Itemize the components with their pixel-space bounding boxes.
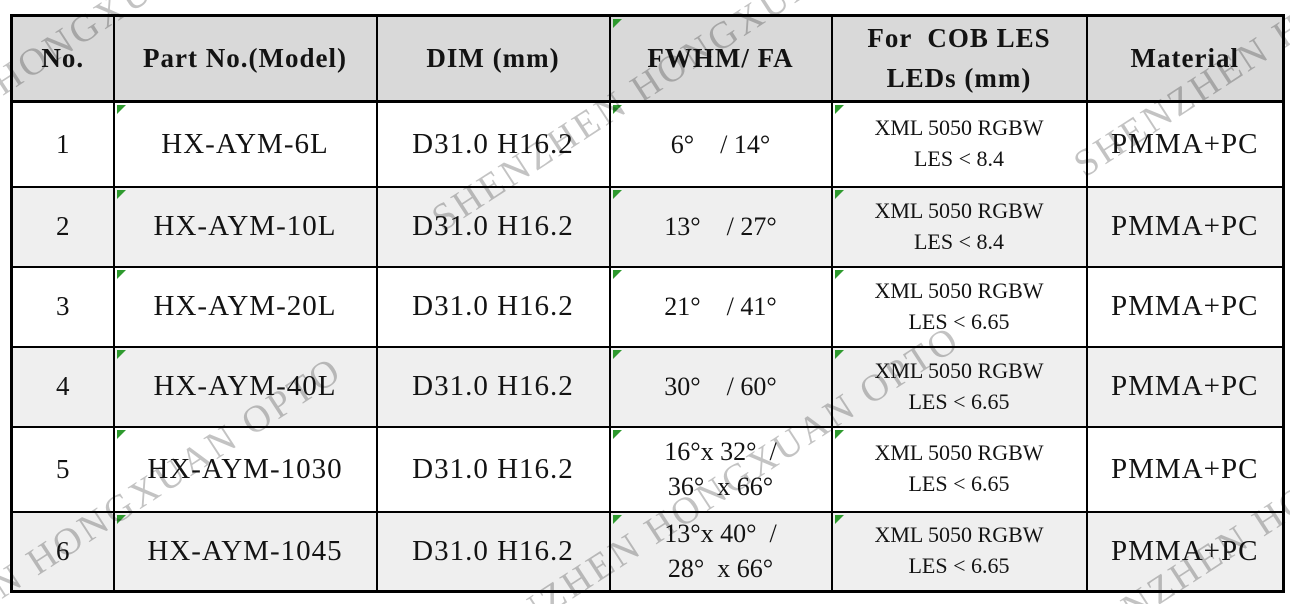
col-header-material: Material xyxy=(1085,14,1285,103)
cell-text: XML 5050 RGBW LES < 6.65 xyxy=(874,522,1044,579)
cell-text: XML 5050 RGBW LES < 8.4 xyxy=(874,115,1044,172)
comment-marker-icon xyxy=(116,269,126,279)
header-row: No. Part No.(Model) DIM (mm) FWHM/ FA Fo… xyxy=(10,14,1285,103)
table-row: 4 HX-AYM-40L D31.0 H16.2 30° / 60° XML 5… xyxy=(10,345,1285,428)
cell-part-no: HX-AYM-40L xyxy=(112,345,378,428)
comment-marker-icon xyxy=(116,514,126,524)
comment-marker-icon xyxy=(612,429,622,439)
col-header-no: No. xyxy=(10,14,115,103)
cell-cob-les: XML 5050 RGBW LES < 8.4 xyxy=(830,185,1088,268)
cell-text: HX-AYM-20L xyxy=(153,290,337,322)
cell-no: 6 xyxy=(10,510,115,593)
comment-marker-icon xyxy=(116,429,126,439)
comment-marker-icon xyxy=(612,349,622,359)
table-row: 1 HX-AYM-6L D31.0 H16.2 6° / 14° XML 505… xyxy=(10,100,1285,188)
cell-text: HX-AYM-1030 xyxy=(147,452,343,485)
comment-marker-icon xyxy=(612,19,622,28)
cell-material: PMMA+PC xyxy=(1085,345,1285,428)
comment-marker-icon xyxy=(834,189,844,199)
table-row: 6 HX-AYM-1045 D31.0 H16.2 13°x 40° / 28°… xyxy=(10,510,1285,593)
cell-fwhm: 13° / 27° xyxy=(608,185,833,268)
table-row: 3 HX-AYM-20L D31.0 H16.2 21° / 41° XML 5… xyxy=(10,265,1285,348)
col-header-label: DIM (mm) xyxy=(426,42,560,73)
cell-material: PMMA+PC xyxy=(1085,265,1285,348)
cell-dim: D31.0 H16.2 xyxy=(375,265,611,348)
cell-text: 21° / 41° xyxy=(664,291,777,321)
cell-material: PMMA+PC xyxy=(1085,510,1285,593)
spec-table: No. Part No.(Model) DIM (mm) FWHM/ FA Fo… xyxy=(10,14,1285,593)
comment-marker-icon xyxy=(834,105,844,114)
col-header-label: Part No.(Model) xyxy=(143,42,347,73)
cell-dim: D31.0 H16.2 xyxy=(375,510,611,593)
comment-marker-icon xyxy=(834,429,844,439)
cell-text: 13°x 40° / 28° x 66° xyxy=(664,519,777,584)
cell-material: PMMA+PC xyxy=(1085,100,1285,188)
cell-text: 6° / 14° xyxy=(670,129,771,159)
cell-text: XML 5050 RGBW LES < 6.65 xyxy=(874,357,1044,414)
col-header-label: FWHM/ FA xyxy=(647,42,794,73)
cell-cob-les: XML 5050 RGBW LES < 6.65 xyxy=(830,510,1088,593)
comment-marker-icon xyxy=(834,514,844,524)
comment-marker-icon xyxy=(116,349,126,359)
cell-text: HX-AYM-1045 xyxy=(147,534,343,567)
col-header-dim: DIM (mm) xyxy=(375,14,611,103)
cell-text: 16°x 32° / 36° x 66° xyxy=(664,436,777,501)
cell-no: 1 xyxy=(10,100,115,188)
table-row: 5 HX-AYM-1030 D31.0 H16.2 16°x 32° / 36°… xyxy=(10,425,1285,513)
cell-material: PMMA+PC xyxy=(1085,425,1285,513)
cell-cob-les: XML 5050 RGBW LES < 6.65 xyxy=(830,425,1088,513)
cell-part-no: HX-AYM-1045 xyxy=(112,510,378,593)
col-header-fwhm: FWHM/ FA xyxy=(608,14,833,103)
cell-no: 5 xyxy=(10,425,115,513)
cell-dim: D31.0 H16.2 xyxy=(375,185,611,268)
cell-part-no: HX-AYM-20L xyxy=(112,265,378,348)
cell-text: 30° / 60° xyxy=(664,371,777,401)
comment-marker-icon xyxy=(612,514,622,524)
comment-marker-icon xyxy=(612,189,622,199)
cell-text: XML 5050 RGBW LES < 6.65 xyxy=(874,277,1044,334)
comment-marker-icon xyxy=(834,349,844,359)
col-header-part-no: Part No.(Model) xyxy=(112,14,378,103)
cell-text: HX-AYM-6L xyxy=(161,127,329,160)
cell-fwhm: 21° / 41° xyxy=(608,265,833,348)
comment-marker-icon xyxy=(612,105,622,114)
cell-cob-les: XML 5050 RGBW LES < 6.65 xyxy=(830,345,1088,428)
cell-fwhm: 13°x 40° / 28° x 66° xyxy=(608,510,833,593)
cell-material: PMMA+PC xyxy=(1085,185,1285,268)
col-header-cob-les: For COB LES LEDs (mm) xyxy=(830,14,1088,103)
comment-marker-icon xyxy=(612,269,622,279)
cell-no: 4 xyxy=(10,345,115,428)
cell-dim: D31.0 H16.2 xyxy=(375,345,611,428)
col-header-label: For COB LES LEDs (mm) xyxy=(867,23,1051,93)
cell-no: 3 xyxy=(10,265,115,348)
cell-cob-les: XML 5050 RGBW LES < 6.65 xyxy=(830,265,1088,348)
comment-marker-icon xyxy=(834,269,844,279)
cell-fwhm: 6° / 14° xyxy=(608,100,833,188)
cell-text: HX-AYM-10L xyxy=(153,210,337,242)
col-header-label: Material xyxy=(1130,42,1239,73)
cell-part-no: HX-AYM-10L xyxy=(112,185,378,268)
cell-text: XML 5050 RGBW LES < 6.65 xyxy=(874,440,1044,496)
cell-no: 2 xyxy=(10,185,115,268)
comment-marker-icon xyxy=(116,105,126,114)
cell-fwhm: 16°x 32° / 36° x 66° xyxy=(608,425,833,513)
cell-part-no: HX-AYM-6L xyxy=(112,100,378,188)
cell-cob-les: XML 5050 RGBW LES < 8.4 xyxy=(830,100,1088,188)
col-header-label: No. xyxy=(41,42,85,73)
cell-dim: D31.0 H16.2 xyxy=(375,425,611,513)
cell-fwhm: 30° / 60° xyxy=(608,345,833,428)
cell-text: XML 5050 RGBW LES < 8.4 xyxy=(874,197,1044,254)
comment-marker-icon xyxy=(116,189,126,199)
cell-part-no: HX-AYM-1030 xyxy=(112,425,378,513)
table-row: 2 HX-AYM-10L D31.0 H16.2 13° / 27° XML 5… xyxy=(10,185,1285,268)
cell-text: 13° / 27° xyxy=(664,211,777,241)
cell-dim: D31.0 H16.2 xyxy=(375,100,611,188)
cell-text: HX-AYM-40L xyxy=(153,370,337,402)
